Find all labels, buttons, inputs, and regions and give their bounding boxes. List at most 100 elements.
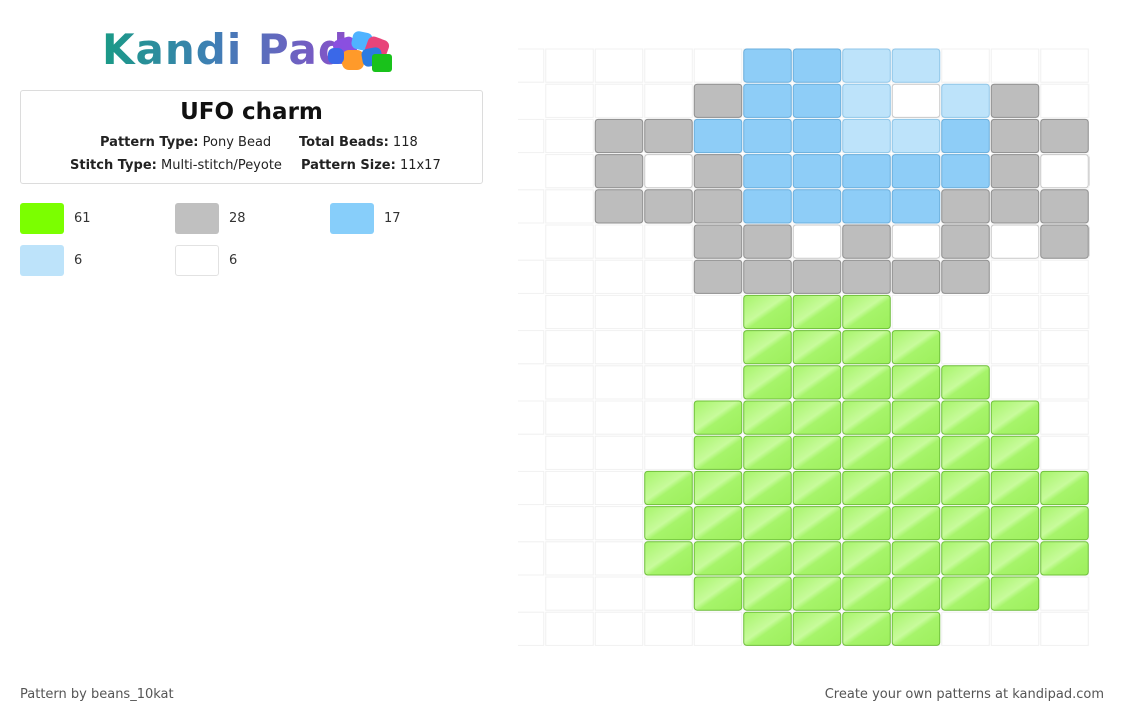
empty-bead-slot: [1040, 365, 1089, 400]
bead-pattern-grid: [518, 48, 1090, 646]
bead: [941, 154, 990, 189]
bead: [990, 576, 1040, 611]
empty-bead-slot: [518, 470, 545, 506]
bead: [941, 506, 990, 541]
empty-bead-slot: [644, 259, 693, 294]
bead: [842, 506, 891, 541]
bead: [842, 83, 891, 118]
bead: [842, 259, 891, 294]
bead: [842, 189, 891, 224]
empty-bead-slot: [990, 365, 1040, 400]
bead: [693, 259, 743, 294]
bead: [891, 118, 941, 154]
stitch-type-label: Stitch Type:: [70, 158, 157, 173]
bead: [891, 330, 941, 365]
pattern-size-label: Pattern Size:: [301, 158, 396, 173]
bead: [594, 189, 644, 224]
bead: [891, 435, 941, 470]
empty-bead-slot: [644, 83, 693, 118]
bead: [1040, 154, 1089, 189]
empty-bead-slot: [594, 365, 644, 400]
bead: [743, 259, 792, 294]
bead: [891, 48, 941, 83]
bead: [842, 435, 891, 470]
bead: [743, 611, 792, 646]
empty-bead-slot: [545, 470, 594, 506]
bead: [792, 506, 842, 541]
bead: [842, 330, 891, 365]
empty-bead-slot: [1040, 435, 1089, 470]
bead: [693, 470, 743, 506]
empty-bead-slot: [990, 611, 1040, 646]
empty-bead-slot: [941, 48, 990, 83]
empty-bead-slot: [1040, 259, 1089, 294]
empty-bead-slot: [518, 189, 545, 224]
bead: [792, 48, 842, 83]
bead: [792, 576, 842, 611]
bead: [891, 154, 941, 189]
empty-bead-slot: [990, 330, 1040, 365]
empty-bead-slot: [990, 48, 1040, 83]
empty-bead-slot: [545, 294, 594, 330]
empty-bead-slot: [941, 330, 990, 365]
empty-bead-slot: [594, 435, 644, 470]
empty-bead-slot: [545, 330, 594, 365]
bead: [891, 541, 941, 576]
pattern-type-value: Pony Bead: [202, 135, 272, 150]
bead: [644, 154, 693, 189]
empty-bead-slot: [594, 48, 644, 83]
bead: [792, 470, 842, 506]
bead: [743, 189, 792, 224]
empty-bead-slot: [518, 611, 545, 646]
bead: [842, 470, 891, 506]
empty-bead-slot: [990, 259, 1040, 294]
bead: [842, 118, 891, 154]
bead: [891, 400, 941, 435]
swatch-gray-count: 28: [229, 211, 246, 226]
empty-bead-slot: [693, 48, 743, 83]
empty-bead-slot: [594, 541, 644, 576]
bead: [743, 224, 792, 259]
bead: [941, 189, 990, 224]
bead: [891, 576, 941, 611]
empty-bead-slot: [594, 330, 644, 365]
beads-logo-icon: [328, 31, 392, 72]
bead: [842, 365, 891, 400]
empty-bead-slot: [941, 611, 990, 646]
empty-bead-slot: [545, 506, 594, 541]
swatch-green-count: 61: [74, 211, 91, 226]
bead: [891, 365, 941, 400]
pattern-type-label: Pattern Type:: [100, 135, 199, 150]
empty-bead-slot: [1040, 611, 1089, 646]
empty-bead-slot: [891, 294, 941, 330]
kandipad-link[interactable]: Create your own patterns at kandipad.com: [824, 687, 1104, 702]
bead: [990, 118, 1040, 154]
bead: [990, 83, 1040, 118]
empty-bead-slot: [693, 294, 743, 330]
empty-bead-slot: [545, 224, 594, 259]
swatch-green: [20, 203, 64, 234]
bead: [990, 435, 1040, 470]
bead: [792, 154, 842, 189]
bead: [792, 118, 842, 154]
bead: [792, 400, 842, 435]
empty-bead-slot: [545, 118, 594, 154]
bead: [693, 435, 743, 470]
bead: [842, 541, 891, 576]
kandi-pad-logo[interactable]: Kandi Pad: [102, 26, 412, 74]
empty-bead-slot: [545, 189, 594, 224]
stitch-type: Stitch Type: Multi-stitch/Peyote: [70, 158, 282, 173]
bead: [941, 224, 990, 259]
bead: [1040, 506, 1089, 541]
swatch-white: [175, 245, 219, 276]
bead: [792, 83, 842, 118]
bead: [891, 224, 941, 259]
bead: [743, 435, 792, 470]
swatch-white-count: 6: [229, 253, 238, 268]
empty-bead-slot: [941, 294, 990, 330]
empty-bead-slot: [545, 48, 594, 83]
bead: [743, 541, 792, 576]
bead: [891, 189, 941, 224]
bead: [842, 224, 891, 259]
bead: [693, 118, 743, 154]
